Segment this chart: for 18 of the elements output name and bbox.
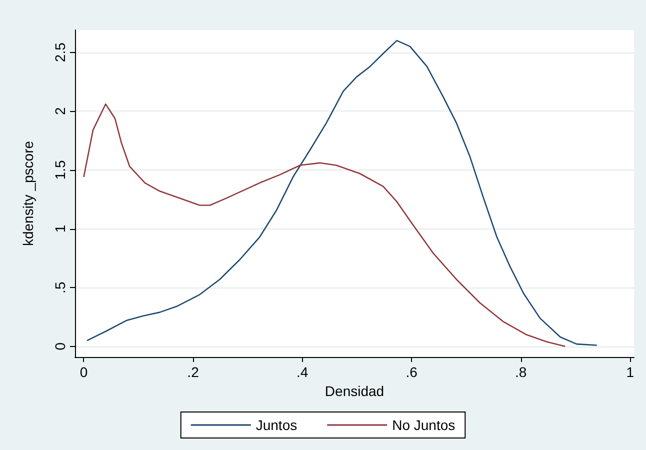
x-tick-label: 0 bbox=[80, 364, 88, 380]
line-series bbox=[83, 103, 566, 348]
x-tick-label: .4 bbox=[296, 364, 308, 380]
x-tick-label: .8 bbox=[515, 364, 527, 380]
y-tick-label: .5 bbox=[52, 282, 68, 294]
y-tick-label: 2 bbox=[52, 107, 68, 116]
y-tick-label: 2.5 bbox=[52, 42, 68, 62]
legend-label: Juntos bbox=[256, 417, 298, 433]
y-tick-label: 1.5 bbox=[52, 160, 68, 180]
legend-label: No Juntos bbox=[392, 417, 456, 433]
line-series bbox=[86, 40, 598, 346]
x-axis-title: Densidad bbox=[324, 382, 384, 399]
x-tick-label: 1 bbox=[626, 364, 634, 380]
y-axis-title: kdensity _pscore bbox=[20, 140, 36, 246]
y-tick-label: 1 bbox=[52, 224, 68, 233]
x-tick-label: .2 bbox=[187, 364, 200, 380]
y-tick-label: 0 bbox=[52, 342, 68, 350]
x-tick-label: .6 bbox=[406, 364, 418, 380]
